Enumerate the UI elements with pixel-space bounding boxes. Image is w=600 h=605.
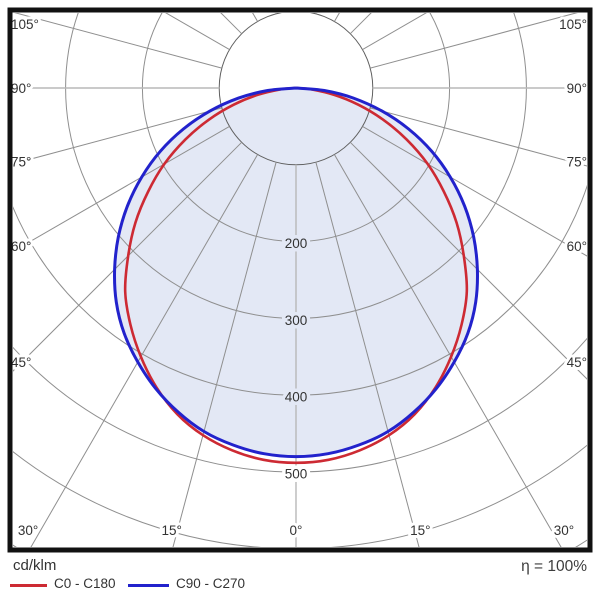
angle-tick-label: 60° <box>567 239 587 254</box>
angle-ray <box>13 107 222 165</box>
angle-ray <box>333 154 562 547</box>
angle-ray <box>13 141 243 372</box>
curve-c90-c270 <box>113 86 479 459</box>
angle-tick-label: 30° <box>18 523 38 538</box>
angle-ray <box>172 162 277 547</box>
angle-tick-label: 105° <box>559 17 587 32</box>
angle-tick-label: 45° <box>567 355 587 370</box>
angle-ray <box>30 154 259 547</box>
angle-ray <box>370 107 587 167</box>
angle-tick-label: 30° <box>554 523 574 538</box>
angle-tick-label: 90° <box>11 81 31 96</box>
angle-tick-label: 60° <box>11 239 31 254</box>
angle-tick-label: 15° <box>161 523 181 538</box>
angle-tick-label: 75° <box>11 154 31 169</box>
legend-swatch-c90-c270 <box>128 584 169 587</box>
efficiency-label: η = 100% <box>521 558 587 575</box>
angle-tick-label: 45° <box>11 355 31 370</box>
angle-ray <box>13 125 230 252</box>
angle-tick-label: 90° <box>567 81 587 96</box>
legend-label-c90-c270: C90 - C270 <box>176 576 246 591</box>
radial-tick-label: 300 <box>285 313 308 328</box>
angle-tick-label: 15° <box>410 523 430 538</box>
radial-tick-label: 500 <box>285 467 308 482</box>
radial-tick-label: 400 <box>285 390 308 405</box>
angle-tick-label: 105° <box>11 17 39 32</box>
angle-ray <box>370 13 578 69</box>
angle-ray <box>14 13 222 69</box>
angle-ray <box>362 125 587 257</box>
legend-label-c0-c180: C0 - C180 <box>54 576 116 591</box>
legend: C0 - C180 C90 - C270 <box>0 576 420 598</box>
units-label: cd/klm <box>13 557 57 574</box>
angle-ray <box>315 162 420 547</box>
curve-c0-c180 <box>123 86 469 465</box>
legend-swatch-c0-c180 <box>10 584 47 587</box>
plot-frame <box>7 7 593 553</box>
radial-tick-label: 200 <box>285 236 308 251</box>
angle-tick-label: 0° <box>290 523 303 538</box>
angle-tick-label: 75° <box>567 154 587 169</box>
angle-ray <box>349 141 587 380</box>
